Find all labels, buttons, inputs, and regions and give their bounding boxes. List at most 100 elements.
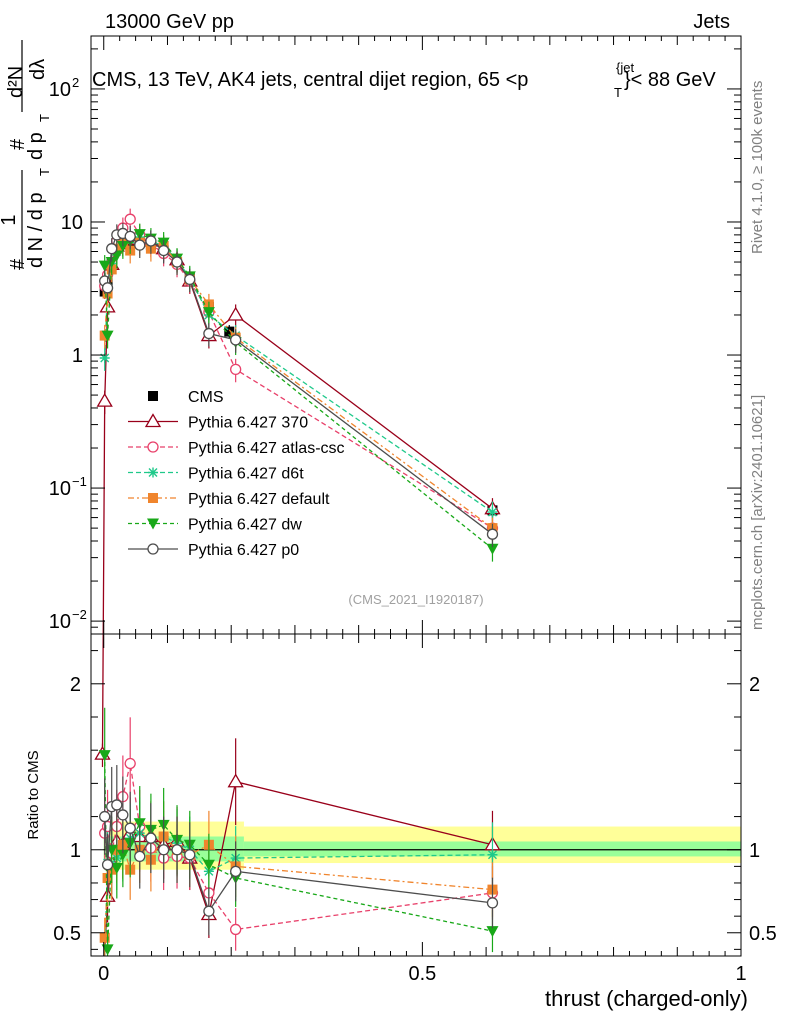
series-line-default	[104, 241, 493, 529]
main-y-tick-exponent: −1	[72, 474, 87, 489]
legend-item-d6t: Pythia 6.427 d6t	[128, 466, 304, 483]
point-p0	[230, 334, 242, 346]
ratio-point-d6t	[487, 849, 498, 860]
x-tick-label: 1	[735, 963, 746, 985]
main-y-tick-label: 10	[49, 79, 71, 101]
point-dw	[105, 257, 118, 269]
series-p0	[99, 222, 499, 548]
legend-marker-atlas	[147, 441, 159, 453]
point-dw	[486, 543, 499, 555]
ratio-y-tick-label: 1	[70, 840, 81, 862]
ratio-y-tick-label-right: 2	[749, 674, 760, 696]
main-title-sup: {jet	[616, 60, 634, 75]
mcplots-label: mcplots.cern.ch [arXiv:2401.10621]	[749, 395, 766, 630]
point-d6t	[487, 507, 498, 518]
ratio-panel: 0.5 0.51 12 20 0.5 1	[53, 633, 777, 985]
legend-item-atlas: Pythia 6.427 atlas-csc	[128, 440, 345, 457]
legend-label-CMS: CMS	[188, 389, 224, 406]
main-title-text: CMS, 13 TeV, AK4 jets, central dijet reg…	[92, 69, 528, 91]
point-p0	[101, 282, 114, 294]
main-title-end: }< 88 GeV	[624, 69, 716, 91]
point-CMS	[224, 326, 235, 337]
point-p0	[203, 327, 215, 340]
ratio-point-atlas	[230, 923, 242, 936]
main-title-sub: T	[614, 85, 622, 100]
ratio-point-dw	[202, 859, 215, 871]
main-title: CMS, 13 TeV, AK4 jets, central dijet reg…	[92, 60, 716, 100]
point-p0	[157, 244, 170, 257]
point-p0	[171, 256, 183, 268]
point-atlas	[230, 363, 242, 376]
ylabel-hash1: #	[7, 258, 29, 270]
main-y-tick-label: 1	[72, 345, 83, 367]
point-p0	[106, 243, 118, 255]
legend: CMS Pythia 6.427 370 Pythia 6.427 atlas-cs…	[128, 389, 345, 559]
ylabel-t-sub: T	[37, 168, 52, 176]
legend-marker-dw	[147, 518, 159, 530]
ratio-point-p0	[171, 844, 183, 856]
legend-item-p0: Pythia 6.427 p0	[128, 542, 299, 559]
x-axis-label: thrust (charged-only)	[545, 986, 748, 1011]
ratio-point-dw	[110, 863, 123, 875]
point-p0	[184, 273, 196, 286]
ratio-y-tick-label-right: 0.5	[749, 923, 777, 945]
ylabel-dp: d p	[25, 132, 47, 160]
ratio-axes: 0.5 0.51 12 20 0.5 1	[53, 634, 777, 985]
ylabel-hash2: #	[7, 138, 29, 150]
point-370	[96, 392, 113, 407]
main-y-tick-exponent: −2	[72, 607, 87, 622]
ratio-point-p0	[124, 822, 136, 834]
main-y-tick-label: 10	[61, 212, 83, 234]
main-series-layer	[94, 208, 501, 768]
legend-item-CMS: CMS	[148, 389, 224, 406]
point-dw	[98, 260, 111, 272]
ratio-point-p0	[111, 799, 123, 811]
ratio-point-dw	[116, 849, 129, 861]
ratio-y-tick-label-right: 1	[749, 840, 760, 862]
ratio-series-layer	[98, 707, 501, 957]
main-y-axis-label: # 1 d N / d p T # d p T d²N dλ	[0, 40, 52, 270]
point-p0	[124, 230, 136, 242]
legend-marker-default	[148, 493, 158, 503]
legend-marker-p0	[147, 543, 159, 555]
header-left: 13000 GeV pp	[105, 11, 234, 33]
ylabel-t2-sub: T	[37, 114, 52, 122]
point-atlas	[124, 213, 136, 225]
point-d6t	[99, 352, 110, 363]
ylabel-one: 1	[0, 214, 20, 225]
ratio-point-p0	[145, 832, 157, 844]
legend-marker-CMS	[148, 391, 158, 401]
legend-label-dw: Pythia 6.427 dw	[188, 517, 302, 534]
header-right: Jets	[693, 11, 730, 33]
ratio-point-p0	[486, 897, 499, 909]
legend-item-dw: Pythia 6.427 dw	[128, 517, 302, 534]
ratio-y-axis-label: Ratio to CMS	[25, 750, 42, 839]
ratio-point-p0	[99, 810, 111, 823]
main-y-tick-label: 10	[49, 611, 71, 633]
point-p0	[486, 528, 499, 540]
point-dw	[101, 330, 114, 342]
legend-label-d6t: Pythia 6.427 d6t	[188, 466, 304, 483]
ratio-point-dw	[133, 818, 146, 830]
point-p0	[134, 239, 146, 251]
ratio-point-dw	[98, 750, 111, 762]
ratio-point-p0	[157, 844, 170, 856]
legend-marker-370	[144, 413, 162, 428]
analysis-watermark: (CMS_2021_I1920187)	[348, 592, 483, 607]
ratio-point-p0	[184, 849, 196, 861]
main-y-tick-label: 10	[49, 478, 71, 500]
legend-label-p0: Pythia 6.427 p0	[188, 542, 299, 559]
ratio-point-p0	[117, 809, 129, 821]
ratio-point-p0	[134, 850, 146, 863]
ratio-point-dw	[486, 926, 499, 938]
legend-label-370: Pythia 6.427 370	[188, 415, 308, 432]
ratio-point-default	[99, 932, 110, 943]
ratio-point-p0	[230, 865, 242, 878]
legend-item-default: Pythia 6.427 default	[128, 491, 330, 508]
legend-label-default: Pythia 6.427 default	[188, 491, 330, 508]
point-dw	[116, 240, 129, 252]
x-tick-label: 0	[98, 963, 109, 985]
